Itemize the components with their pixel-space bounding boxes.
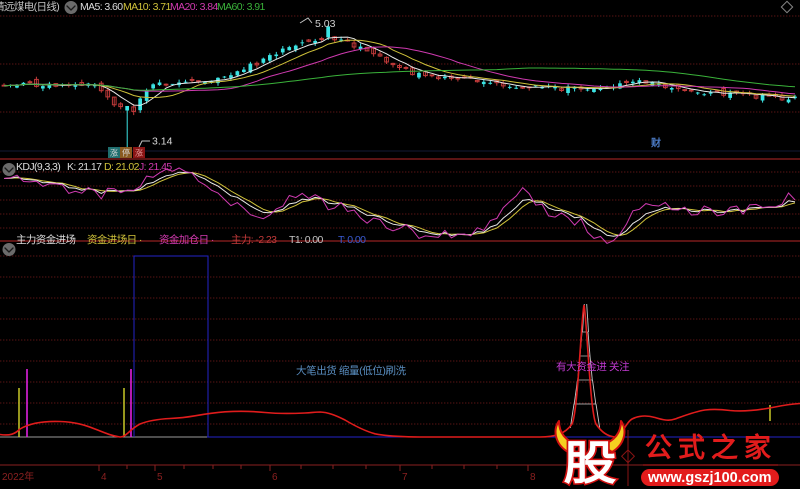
svg-text:财: 财 (650, 137, 661, 150)
svg-text:KDJ(9,3,3): KDJ(9,3,3) (16, 161, 60, 173)
svg-text:3.14: 3.14 (152, 136, 173, 148)
svg-text:5.03: 5.03 (315, 18, 336, 30)
svg-text:MA60: 3.91: MA60: 3.91 (217, 1, 265, 13)
svg-text:涨: 涨 (110, 148, 118, 158)
svg-text:8: 8 (530, 472, 536, 483)
svg-text:6: 6 (272, 472, 278, 483)
svg-text:T: 0.00: T: 0.00 (338, 234, 366, 246)
svg-text:4: 4 (101, 472, 107, 483)
svg-text:K: 21.17: K: 21.17 (67, 161, 102, 173)
svg-text:D: 21.02: D: 21.02 (104, 161, 140, 173)
svg-text:公式之家: 公式之家 (645, 432, 777, 463)
svg-text:靖远煤电(日线): 靖远煤电(日线) (0, 0, 59, 13)
svg-text:主力: -2.23: 主力: -2.23 (231, 233, 277, 246)
svg-text:2022年: 2022年 (2, 470, 34, 483)
svg-text:7: 7 (402, 472, 408, 483)
svg-text:MA20: 3.84: MA20: 3.84 (170, 1, 218, 13)
svg-text:大笔出货 缩量(低位)刷洗: 大笔出货 缩量(低位)刷洗 (296, 364, 407, 377)
svg-text:T1: 0.00: T1: 0.00 (289, 234, 323, 246)
svg-text:主力资金进场: 主力资金进场 (16, 233, 75, 246)
svg-text:资金进场日 ·: 资金进场日 · (87, 233, 142, 246)
svg-text:J: 21.45: J: 21.45 (139, 161, 172, 173)
svg-text:5: 5 (157, 472, 163, 483)
svg-text:MA10: 3.71: MA10: 3.71 (123, 1, 171, 13)
svg-text:股: 股 (564, 437, 617, 489)
svg-text:资金加仓日 ·: 资金加仓日 · (159, 233, 214, 246)
svg-text:MA5: 3.60: MA5: 3.60 (80, 1, 123, 13)
svg-text:www.gszj100.com: www.gszj100.com (647, 470, 772, 486)
svg-text:涨: 涨 (135, 148, 143, 158)
svg-text:有大资金进 关注: 有大资金进 关注 (556, 360, 630, 373)
svg-text:停: 停 (122, 148, 130, 158)
